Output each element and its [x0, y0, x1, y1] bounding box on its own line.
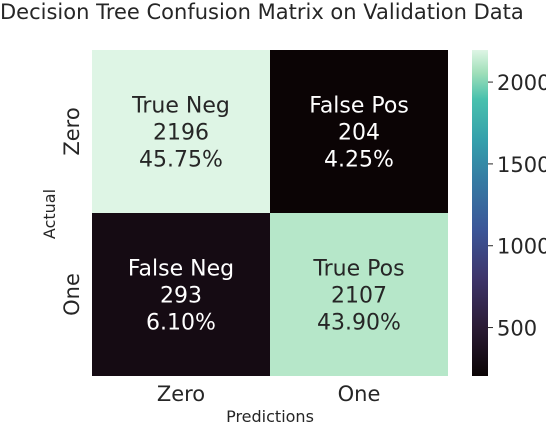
- false-negative-count-text: 293: [160, 284, 202, 309]
- true-positive-percent-text: 43.90%: [317, 311, 401, 336]
- chart-title: Decision Tree Confusion Matrix on Valida…: [0, 0, 524, 24]
- true-negative-label-text: True Neg: [131, 94, 230, 119]
- false-negative-percent-text: 6.10%: [146, 311, 216, 336]
- false-negative-cell: [92, 213, 270, 376]
- y-tick-label: One: [60, 273, 84, 316]
- false-positive-count-text: 204: [338, 121, 380, 146]
- true-positive-count-text: 2107: [331, 284, 387, 309]
- true-positive-cell: [270, 213, 448, 376]
- true-negative-percent-text: 45.75%: [139, 148, 223, 173]
- colorbar: [472, 50, 488, 376]
- true-negative-cell: [92, 50, 270, 213]
- x-tick-labels: Zero One: [157, 382, 381, 406]
- false-positive-label-text: False Pos: [309, 94, 409, 119]
- colorbar-tick-label: 2000: [497, 71, 546, 95]
- colorbar-tick-label: 500: [497, 317, 537, 341]
- colorbar-tick-label: 1500: [497, 153, 546, 177]
- y-tick-labels: Zero One: [60, 107, 84, 316]
- false-negative-label-text: False Neg: [128, 257, 234, 282]
- colorbar-tick-label: 1000: [497, 235, 546, 259]
- y-tick-label: Zero: [60, 107, 84, 155]
- y-axis-label: Actual: [40, 189, 59, 239]
- false-positive-percent-text: 4.25%: [324, 148, 394, 173]
- true-positive-label-text: True Pos: [312, 257, 404, 282]
- x-tick-label: Zero: [157, 382, 205, 406]
- x-axis-label: Predictions: [226, 407, 314, 425]
- colorbar-ticks: 500 1000 1500 2000: [488, 71, 546, 341]
- x-tick-label: One: [338, 382, 381, 406]
- heatmap-cells: [92, 50, 448, 376]
- false-positive-cell: [270, 50, 448, 213]
- true-negative-count-text: 2196: [153, 121, 209, 146]
